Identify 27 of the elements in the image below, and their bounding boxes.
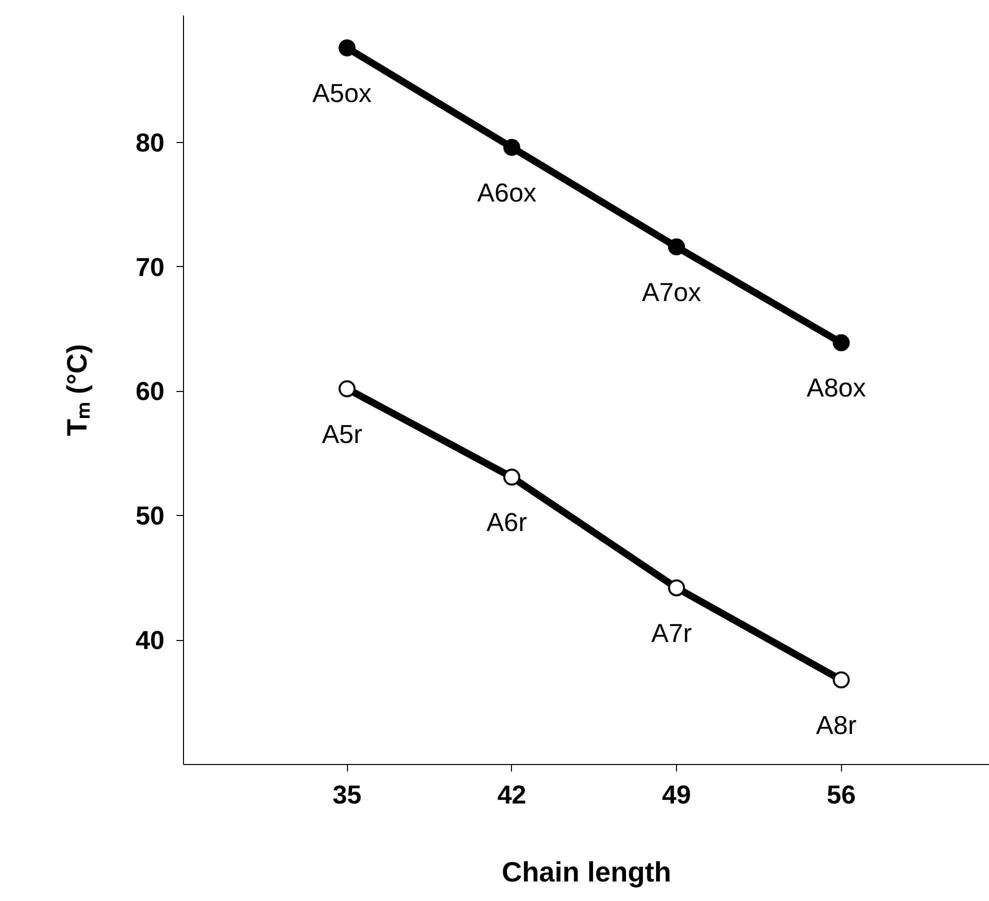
annotation: A8ox (806, 372, 866, 403)
y-axis-title: Tₘ (°C) (62, 344, 93, 436)
annotation: A6ox (477, 177, 536, 208)
x-tick-label: 56 (826, 780, 856, 810)
annotation: A5r (322, 418, 363, 449)
point (832, 671, 850, 688)
annotation: A8r (816, 710, 857, 740)
annotation: A6r (486, 507, 528, 538)
point (503, 468, 520, 486)
point (338, 380, 356, 398)
point (338, 39, 356, 56)
x-tick-label: 42 (497, 780, 526, 810)
x-tick-label: 49 (662, 780, 691, 810)
annotation: A7ox (642, 276, 702, 307)
x-tick-label: 35 (332, 780, 362, 810)
annotation: A5ox (312, 78, 372, 108)
point (832, 334, 850, 352)
annotation: A7r (651, 618, 692, 648)
y-tick-label: 50 (136, 500, 164, 531)
y-tick-label: 80 (136, 127, 164, 158)
y-tick-label: 60 (136, 376, 164, 406)
x-axis-title: Chain length (502, 856, 672, 888)
point (503, 138, 520, 156)
point (668, 238, 686, 256)
y-tick-label: 40 (136, 625, 164, 656)
point (668, 579, 686, 596)
y-tick-label: 70 (136, 252, 164, 282)
